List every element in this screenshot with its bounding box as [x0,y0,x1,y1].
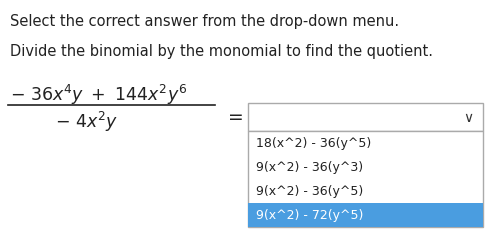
Text: 9(x^2) - 36(y^5): 9(x^2) - 36(y^5) [256,185,363,198]
Bar [248,203,483,227]
Text: Select the correct answer from the drop-down menu.: Select the correct answer from the drop-… [10,14,399,29]
Bar [248,104,483,132]
Text: 9(x^2) - 72(y^5): 9(x^2) - 72(y^5) [256,209,364,222]
Text: ∨: ∨ [463,111,473,124]
Text: $-\ 4x^2y$: $-\ 4x^2y$ [55,110,118,134]
Text: 9(x^2) - 36(y^3): 9(x^2) - 36(y^3) [256,161,363,174]
Text: Divide the binomial by the monomial to find the quotient.: Divide the binomial by the monomial to f… [10,44,433,59]
Text: $-\ 36x^4y\ +\ 144x^2y^6$: $-\ 36x^4y\ +\ 144x^2y^6$ [10,83,187,107]
Bar [248,132,483,227]
Text: 18(x^2) - 36(y^5): 18(x^2) - 36(y^5) [256,137,371,150]
Text: =: = [228,108,244,127]
